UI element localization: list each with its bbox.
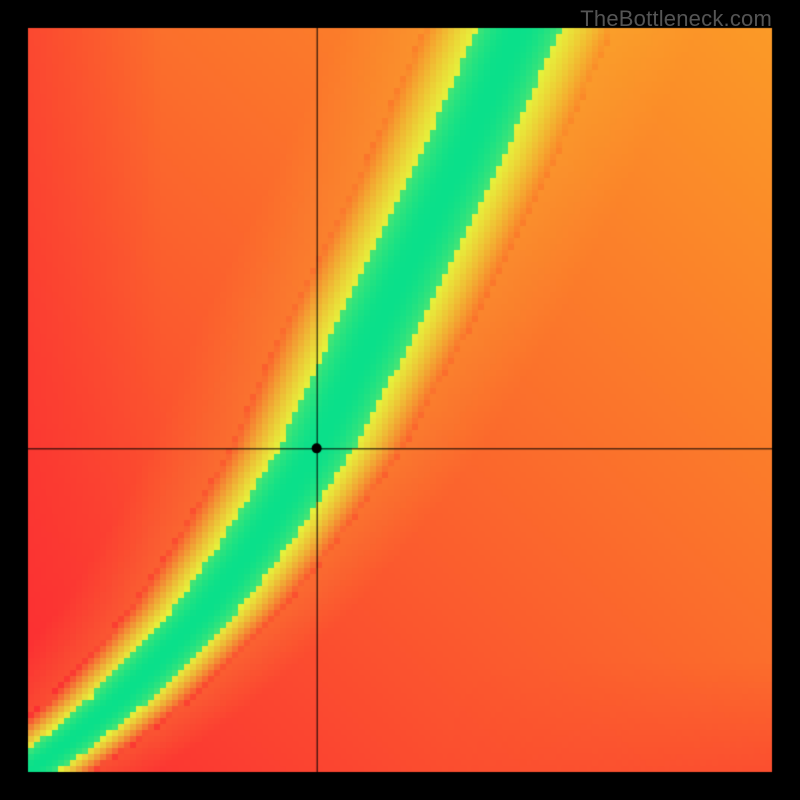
watermark-label: TheBottleneck.com — [580, 6, 772, 32]
bottleneck-heatmap — [0, 0, 800, 800]
chart-container: TheBottleneck.com — [0, 0, 800, 800]
